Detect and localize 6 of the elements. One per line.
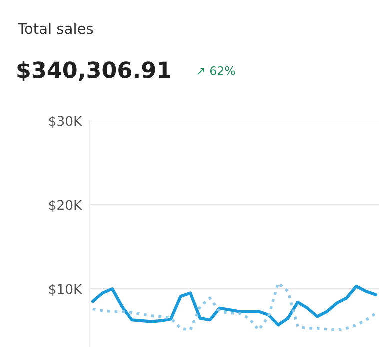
y-tick-label: $10K [49,284,82,296]
y-tick-label: $30K [49,116,82,128]
chart-subtitle: $340,306.91 [18,61,171,82]
chart-title: Total sales [18,22,94,34]
text: ↗ 62% [198,66,236,76]
y-tick-label: $20K [49,200,82,212]
